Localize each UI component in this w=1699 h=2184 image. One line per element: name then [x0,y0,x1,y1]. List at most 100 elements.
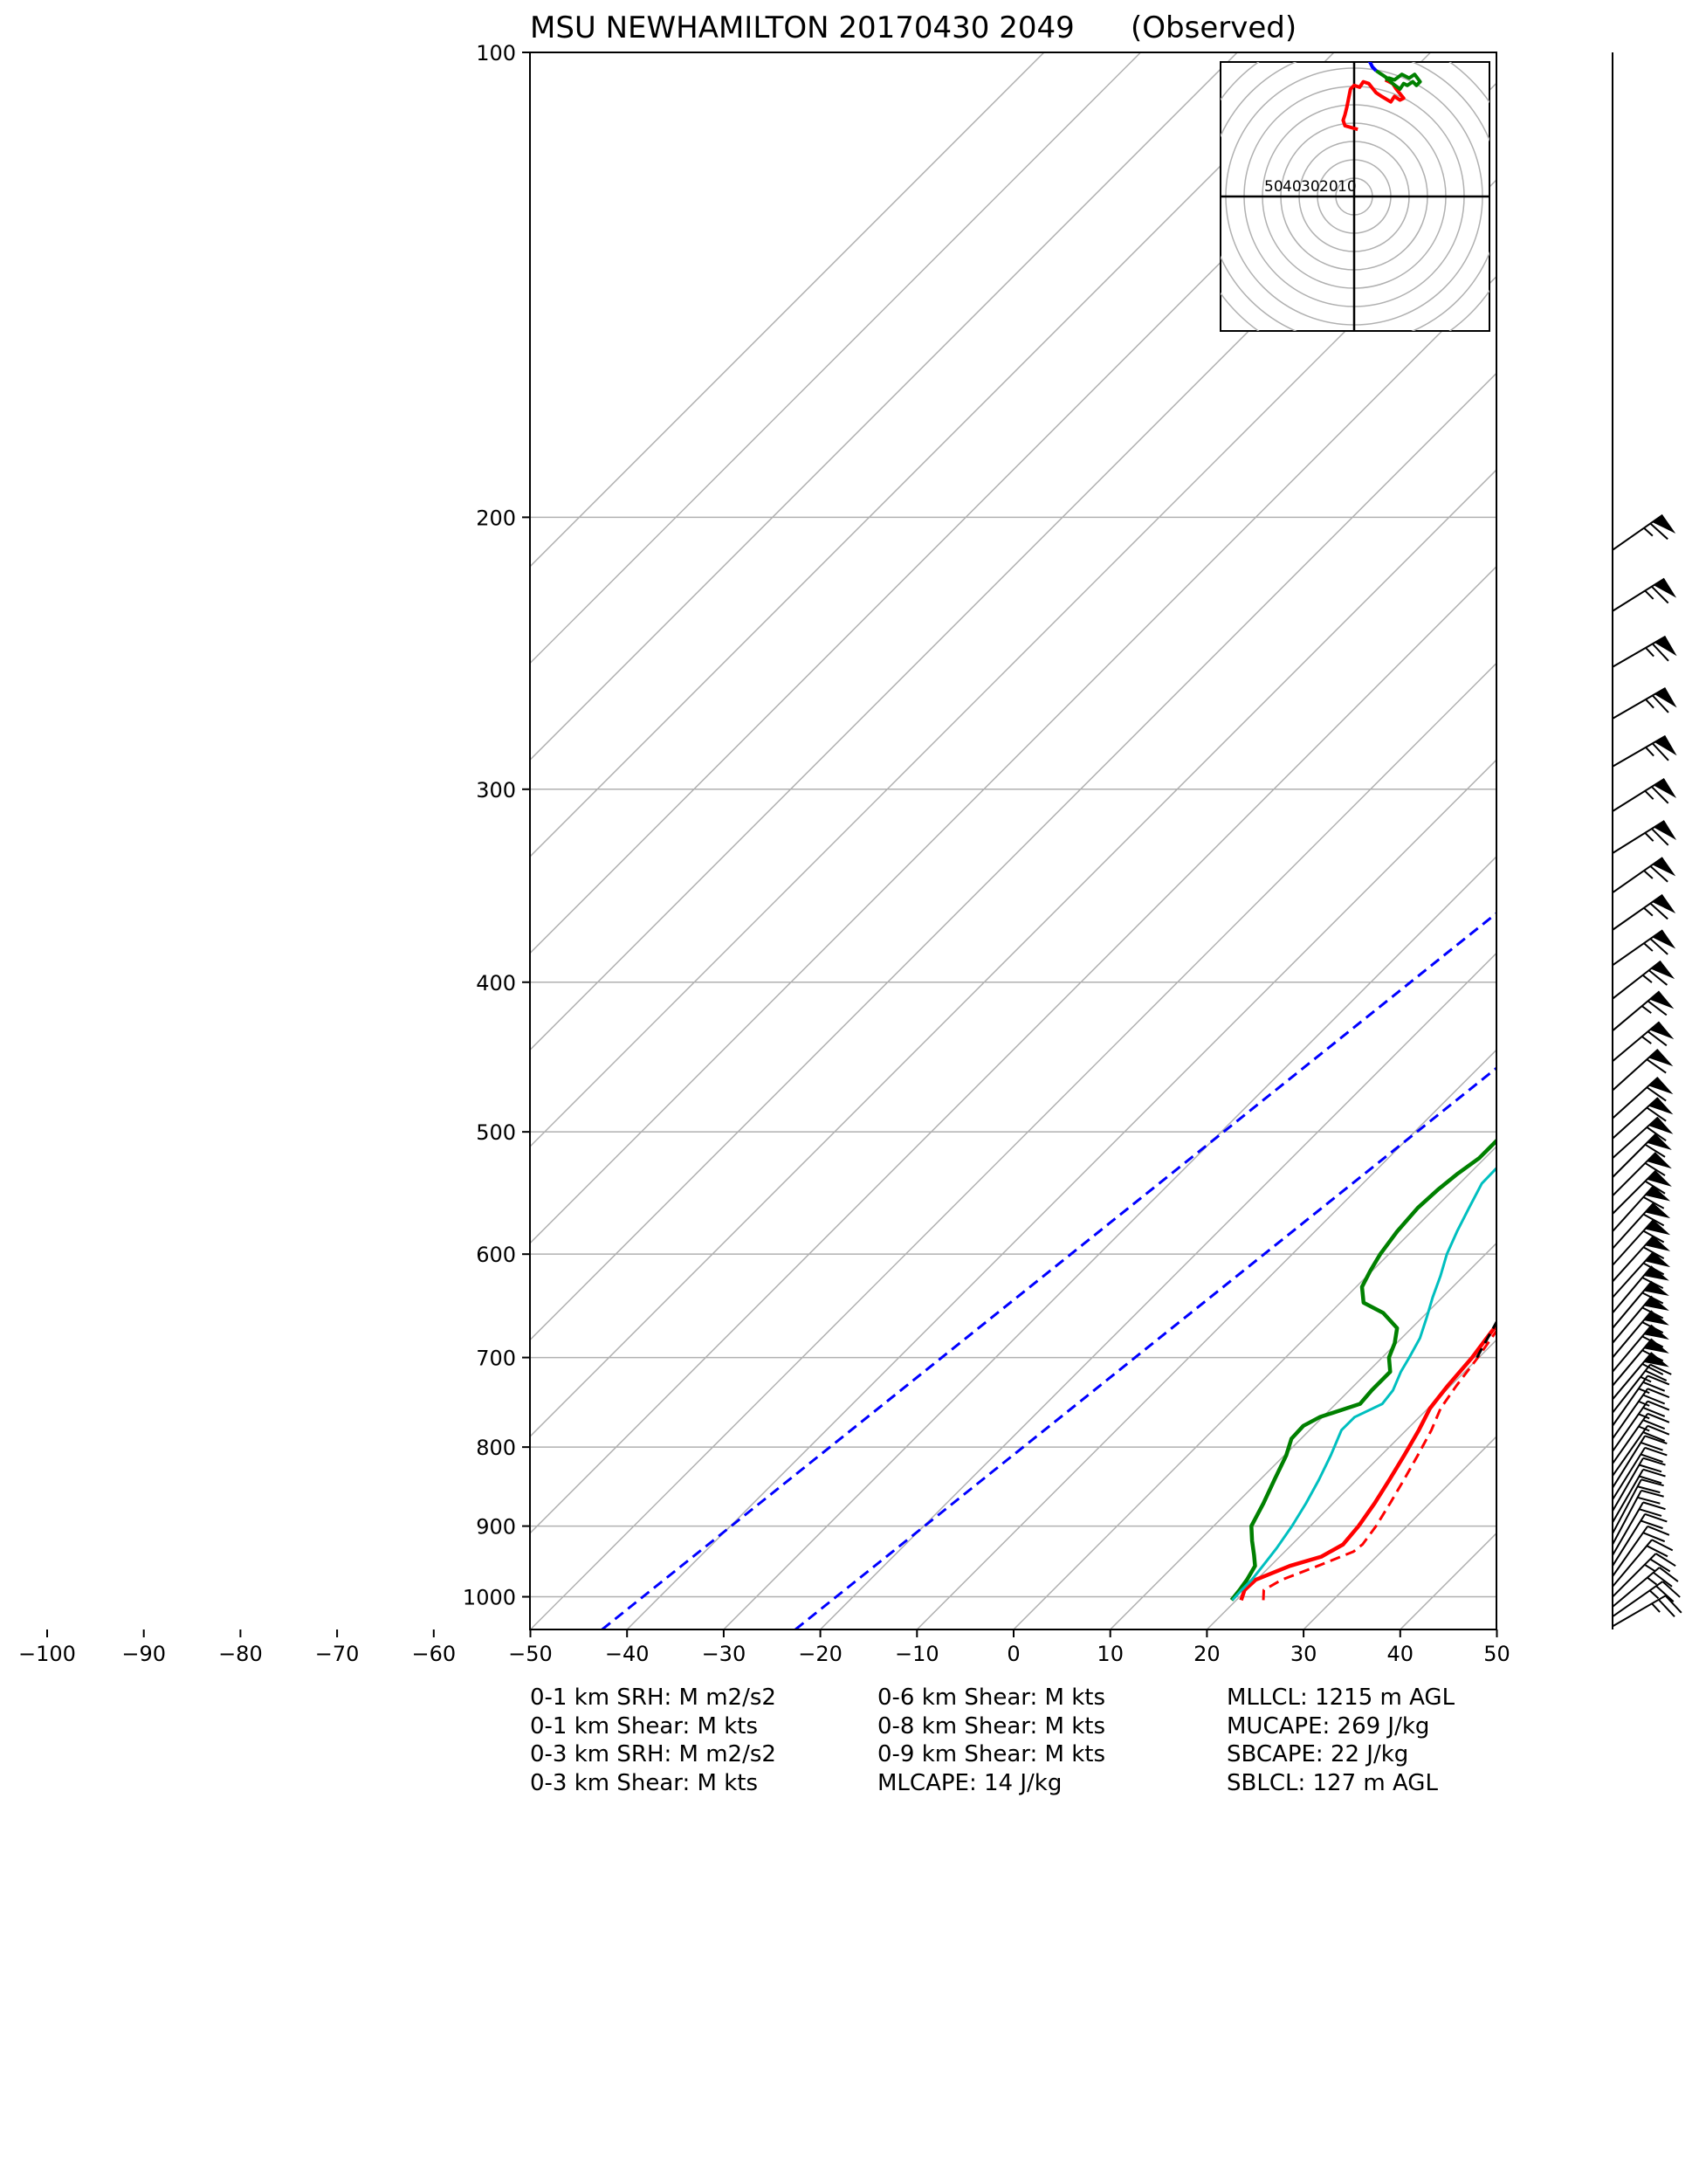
wind-barb [1612,1468,1666,1523]
chart-title: MSU NEWHAMILTON 20170430 2049 [530,10,1075,45]
hodograph-clip-group: 50 40 30 20 10 [1221,62,1489,331]
virtual_temperature-line [1262,1328,1496,1601]
wind-barb [1612,1388,1670,1440]
params-column-1: 0-1 km SRH: M m2/s2 0-1 km Shear: M kts … [530,1684,776,1797]
wind-barb [1612,1133,1672,1178]
x-tick-label: −30 [702,1642,746,1666]
wind-barb [1612,513,1676,551]
wind-barbs [1612,52,1682,1629]
hodograph-ring-label: 10 [1338,178,1357,196]
wind-barb [1612,1412,1670,1464]
param-mucape: MUCAPE: 269 J/kg [1227,1712,1430,1740]
isotherm-gridline [1593,52,1699,1629]
wind-barb [1612,1374,1670,1427]
wind-barb [1612,1152,1672,1197]
wind-barb [1612,1219,1671,1266]
y-tick-label: 400 [476,971,516,996]
hodograph-trace [1375,69,1422,91]
wind-barb [1612,1185,1671,1232]
isotherm-gridline [723,855,1496,1629]
y-tick-label: 600 [476,1243,516,1267]
param-srh-0-3km: 0-3 km SRH: M m2/s2 [530,1741,776,1767]
wind-barb [1612,1446,1668,1500]
isotherm-gridline [916,1049,1496,1629]
hodograph-trace [1367,62,1378,72]
wetbulb-line [1231,1166,1496,1602]
y-tick-label: 700 [476,1347,516,1371]
param-mlcape: MLCAPE: 14 J/kg [877,1769,1063,1796]
y-tick-label: 100 [476,41,516,65]
wind-barb [1612,1295,1669,1344]
param-shear-0-1km: 0-1 km Shear: M kts [530,1712,759,1740]
x-tick-label: 0 [1007,1642,1020,1666]
param-mllcl: MLLCL: 1215 m AGL [1227,1685,1455,1711]
wind-barb [1612,1049,1674,1092]
wind-barb [1612,1077,1674,1120]
y-tick-label: 300 [476,778,516,803]
param-shear-0-3km: 0-3 km Shear: M kts [530,1769,759,1796]
chart-subtitle: (Observed) [1131,10,1297,45]
wind-barb [1612,734,1677,768]
hodograph-ring-label: 20 [1319,178,1338,196]
hodograph-inset: 50 40 30 20 10 [1220,61,1490,332]
wind-barb [1612,1235,1671,1283]
wind-barb [1612,1116,1674,1160]
x-tick-label: −50 [508,1642,553,1666]
isotherm-gridline [1497,52,1699,1629]
isotherm-gridline [530,662,1496,1629]
dry-adiabat-guide [601,912,1496,1629]
wind-barb [1612,635,1677,668]
isotherm-gridline [1206,1339,1496,1629]
y-tick-label: 200 [476,506,516,530]
wind-barb [1612,1363,1672,1414]
param-sblcl: SBLCL: 127 m AGL [1227,1769,1438,1796]
isotherm-gridline [1110,1242,1496,1629]
x-tick-label: 30 [1290,1642,1317,1666]
wind-barb [1612,1310,1669,1359]
parcel-line [1475,1319,1496,1359]
param-srh-0-1km: 0-1 km SRH: M m2/s2 [530,1685,776,1711]
wind-barb [1612,1457,1666,1512]
x-tick-label: −20 [798,1642,843,1666]
wind-barb [1612,1251,1671,1299]
wind-barb [1612,1097,1674,1140]
wind-barb [1612,1202,1671,1250]
hodograph-ring-label: 40 [1283,178,1302,196]
wind-barb [1612,1478,1664,1534]
isotherm-gridline [530,372,1496,1341]
x-tick-label: −10 [895,1642,939,1666]
hodograph-ring-label: 30 [1301,178,1320,196]
isotherm-gridline [820,952,1496,1629]
hodograph-ring-label: 50 [1264,178,1283,196]
isotherm-gridline [530,469,1496,1438]
isotherm-gridline [1013,1145,1496,1629]
wind-barb [1612,687,1677,720]
wind-barb [1612,1595,1682,1628]
param-shear-0-9km: 0-9 km Shear: M kts [877,1741,1106,1767]
dry-adiabat-guide [794,1066,1496,1629]
wind-barb [1612,1324,1669,1373]
hodograph-trace [1341,78,1406,132]
y-tick-label: 500 [476,1120,516,1145]
param-shear-0-6km: 0-6 km Shear: M kts [877,1685,1106,1711]
y-tick-label: 900 [476,1515,516,1540]
wind-barb [1612,1581,1681,1618]
y-tick-label: 1000 [463,1586,516,1610]
params-column-2: 0-6 km Shear: M kts 0-8 km Shear: M kts … [877,1684,1105,1797]
y-tick-label: 800 [476,1436,516,1460]
x-tick-label: 20 [1193,1642,1221,1666]
wind-barb [1612,893,1676,931]
x-tick-label: −100 [18,1642,76,1666]
wind-barb [1612,1280,1669,1329]
x-tick-label: 40 [1387,1642,1414,1666]
wind-barb [1612,1169,1672,1215]
wind-barb [1612,1352,1669,1401]
wind-barb [1612,857,1676,894]
wind-barb [1612,1553,1676,1598]
isotherm-gridline [530,565,1496,1534]
wind-barb [1612,820,1677,854]
wind-barb [1612,1501,1666,1556]
wind-barb [1612,1489,1664,1546]
isotherm-gridline [530,52,1432,954]
